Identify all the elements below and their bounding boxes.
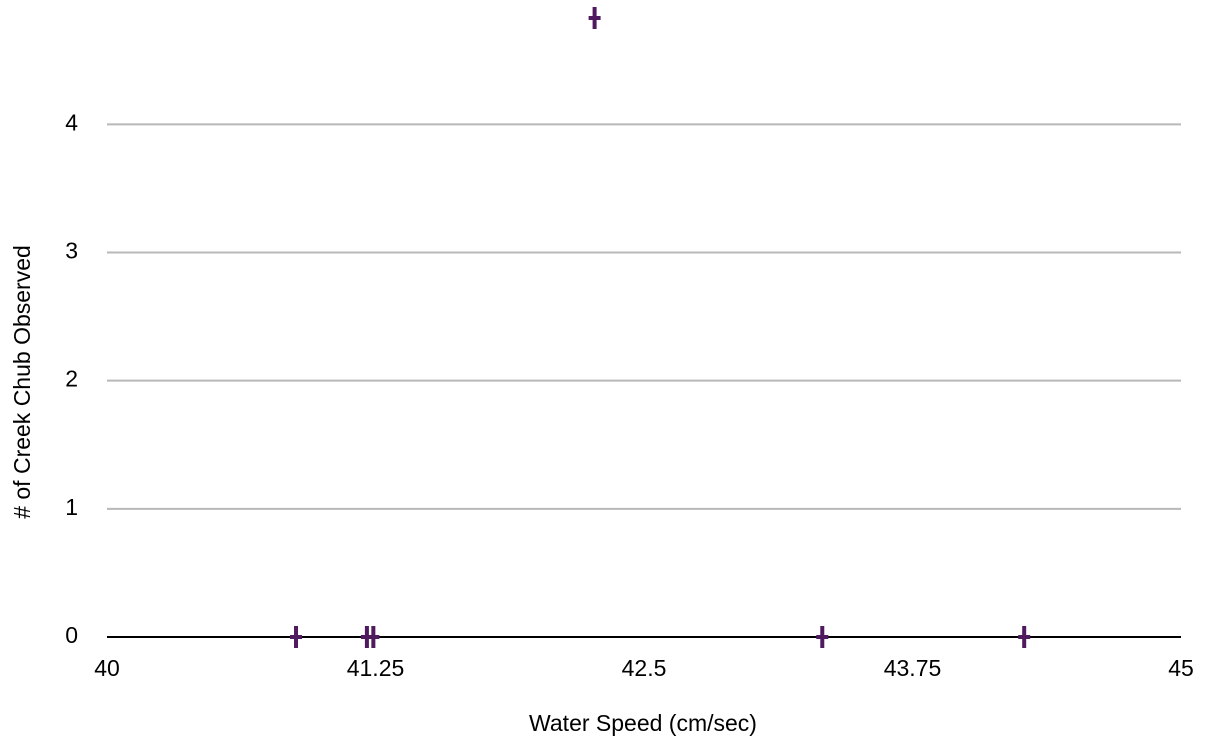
point [816, 626, 829, 648]
y-tick-label: 0 [65, 622, 78, 648]
x-axis-title: Water Speed (cm/sec) [529, 710, 757, 736]
point [588, 6, 601, 29]
point [1018, 626, 1031, 648]
y-tick-label: 1 [65, 494, 78, 520]
y-tick-label: 3 [65, 238, 78, 264]
x-tick-label: 45 [1168, 655, 1194, 681]
point [367, 626, 380, 648]
x-tick-label: 41.25 [347, 655, 405, 681]
x-tick-label: 43.75 [884, 655, 942, 681]
y-tick-label: 4 [65, 109, 78, 135]
x-tick-label: 42.5 [622, 655, 667, 681]
y-axis-title: # of Creek Chub Observed [9, 245, 35, 519]
point [290, 626, 303, 648]
x-tick-label: 40 [94, 655, 120, 681]
y-tick-label: 2 [65, 366, 78, 392]
